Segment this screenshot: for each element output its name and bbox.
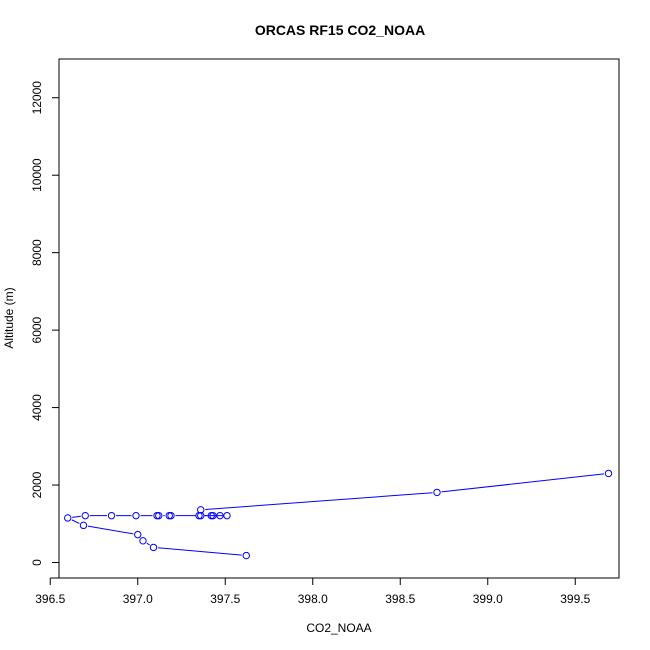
data-point [242, 551, 250, 560]
y-tick-label: 12000 [30, 81, 44, 115]
x-axis-label: CO2_NOAA [306, 621, 371, 635]
data-point [604, 469, 613, 478]
y-tick-label: 0 [30, 559, 44, 566]
y-axis: 0 2000 4000 6000 8000 10000 12000 [30, 81, 60, 566]
x-tick-label: 397.0 [123, 592, 153, 606]
data-point [153, 511, 161, 520]
series-line-segment [146, 542, 150, 546]
y-tick-label: 10000 [30, 158, 44, 192]
data-point [207, 511, 215, 520]
series-line-segment [71, 519, 80, 524]
data-point [132, 511, 140, 520]
series-line-segment [72, 515, 81, 518]
x-tick-label: 397.5 [210, 592, 240, 606]
x-tick-label: 399.0 [473, 592, 503, 606]
x-tick-label: 398.0 [298, 592, 328, 606]
data-point [165, 511, 173, 520]
y-tick-label: 2000 [30, 471, 44, 498]
series-line-segment [205, 492, 433, 511]
data-point [216, 511, 224, 520]
data-point [433, 488, 441, 497]
y-tick-label: 6000 [30, 316, 44, 343]
x-axis: 396.5 397.0 397.5 398.0 398.5 399.0 399.5 [35, 577, 591, 606]
data-point [223, 511, 231, 520]
x-tick-label: 398.5 [385, 592, 415, 606]
data-point [197, 511, 205, 520]
series-line-segment [157, 547, 242, 556]
data-point [79, 521, 88, 530]
series-layer [64, 469, 613, 560]
y-tick-label: 8000 [30, 239, 44, 266]
y-tick-label: 4000 [30, 394, 44, 421]
x-tick-label: 399.5 [560, 592, 590, 606]
data-point [64, 514, 72, 522]
data-point [134, 530, 142, 539]
data-point [139, 537, 147, 545]
chart-title: ORCAS RF15 CO2_NOAA [255, 22, 425, 38]
x-tick-label: 396.5 [35, 592, 65, 606]
series-line-segment [441, 473, 605, 493]
data-point [81, 511, 89, 520]
data-point [149, 543, 158, 552]
series-line-segment [87, 525, 134, 535]
data-point [107, 511, 116, 520]
y-axis-label: Altitude (m) [2, 287, 16, 348]
